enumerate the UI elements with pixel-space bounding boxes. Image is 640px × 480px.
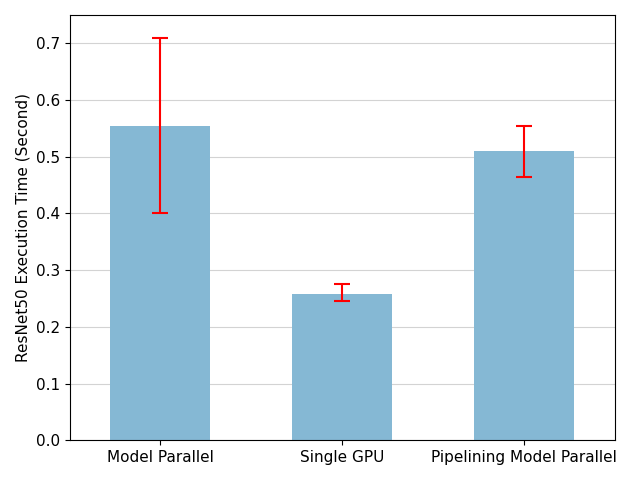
Bar <box>474 151 574 440</box>
Bar <box>292 294 392 440</box>
Y-axis label: ResNet50 Execution Time (Second): ResNet50 Execution Time (Second) <box>15 93 30 362</box>
Bar <box>111 126 211 440</box>
